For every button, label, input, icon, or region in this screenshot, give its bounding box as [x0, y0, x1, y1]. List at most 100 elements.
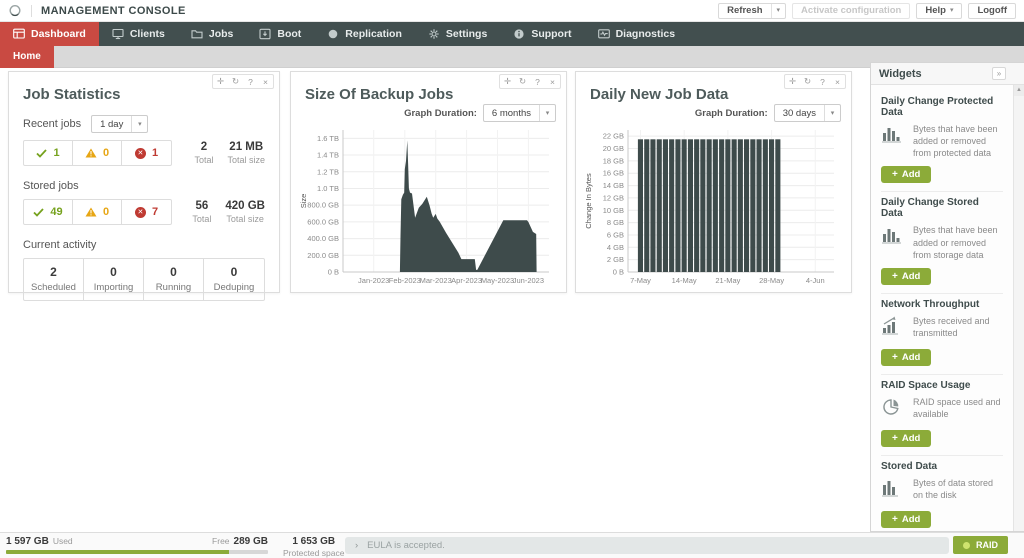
help-icon[interactable]: ? [535, 76, 540, 87]
recent-jobs-error-cell[interactable]: ✕ 1 [122, 141, 171, 165]
chevron-down-icon: ▾ [131, 116, 147, 132]
add-widget-button[interactable]: + Add [881, 348, 932, 366]
move-icon[interactable]: ✛ [503, 76, 512, 86]
bar-chart-icon [881, 224, 905, 260]
plus-icon: + [892, 351, 898, 363]
svg-text:400.0 GB: 400.0 GB [307, 234, 339, 243]
add-widget-button[interactable]: + Add [881, 510, 932, 528]
scroll-up-icon[interactable]: ▲ [1014, 85, 1024, 96]
warning-icon [85, 207, 97, 217]
check-icon [33, 207, 45, 217]
raid-button[interactable]: RAID [953, 536, 1008, 554]
bar-chart-icon [881, 477, 905, 504]
nav-item-clients[interactable]: Clients [99, 22, 178, 46]
graph-duration-label: Graph Duration: [404, 107, 477, 119]
recent-jobs-duration-select[interactable]: 1 day ▾ [91, 115, 149, 133]
svg-text:4-Jun: 4-Jun [806, 276, 825, 285]
widgets-title: Widgets [879, 67, 922, 80]
help-caret-icon: ▾ [949, 6, 954, 14]
svg-text:28-May: 28-May [759, 276, 784, 285]
nav-item-jobs[interactable]: Jobs [178, 22, 247, 46]
svg-text:7-May: 7-May [630, 276, 651, 285]
svg-text:21-May: 21-May [715, 276, 740, 285]
warning-icon [85, 148, 97, 158]
refresh-dropdown-caret-icon[interactable]: ▾ [770, 3, 786, 18]
help-button[interactable]: Help ▾ [916, 2, 963, 19]
svg-text:18 GB: 18 GB [603, 156, 624, 165]
help-icon[interactable]: ? [248, 76, 253, 87]
panel-controls: ✛ ↻ ? × [784, 74, 846, 89]
add-widget-button[interactable]: + Add [881, 267, 932, 285]
svg-text:800.0 GB: 800.0 GB [307, 201, 339, 210]
help-icon[interactable]: ? [820, 76, 825, 87]
nav-item-settings[interactable]: Settings [415, 22, 500, 46]
sidebar-scrollbar[interactable]: ▲ [1013, 85, 1024, 531]
svg-text:0 B: 0 B [613, 268, 624, 277]
panel-controls: ✛ ↻ ? × [212, 74, 274, 89]
recent-jobs-warning-cell[interactable]: 0 [73, 141, 122, 165]
svg-text:1.6 TB: 1.6 TB [317, 134, 339, 143]
collapse-sidebar-icon[interactable]: » [992, 67, 1006, 80]
main-nav: Dashboard Clients Jobs Boot Replication … [0, 22, 1024, 46]
stored-jobs-error-cell[interactable]: ✕ 7 [122, 200, 171, 224]
widget-stored-data: Stored Data Bytes of data stored on the … [881, 456, 1003, 531]
refresh-icon[interactable]: ↻ [518, 76, 527, 86]
disk-usage: 1 597 GB Used Free 289 GB [6, 536, 268, 554]
refresh-icon[interactable]: ↻ [231, 76, 240, 86]
activate-configuration-button[interactable]: Activate configuration [792, 2, 911, 19]
panel-size-of-backup-jobs: ✛ ↻ ? × Size Of Backup Jobs Graph Durati… [290, 71, 567, 293]
svg-text:16 GB: 16 GB [603, 169, 624, 178]
svg-text:20 GB: 20 GB [603, 144, 624, 153]
svg-text:May-2023: May-2023 [481, 276, 514, 285]
pie-chart-icon [881, 396, 905, 423]
plus-icon: + [892, 169, 898, 181]
nav-item-dashboard[interactable]: Dashboard [0, 22, 99, 46]
svg-text:200.0 GB: 200.0 GB [307, 251, 339, 260]
add-widget-button[interactable]: + Add [881, 429, 932, 447]
svg-text:Feb-2023: Feb-2023 [389, 276, 421, 285]
disk-usage-bar [6, 550, 268, 554]
panel-daily-new-job-data: ✛ ↻ ? × Daily New Job Data Graph Duratio… [575, 71, 852, 293]
stored-jobs-status-box: 49 0 ✕ 7 [23, 199, 172, 225]
jobs-icon [191, 28, 203, 40]
chevron-down-icon: ▾ [539, 105, 555, 121]
svg-text:Jun-2023: Jun-2023 [513, 276, 544, 285]
nav-item-diagnostics[interactable]: Diagnostics [585, 22, 689, 46]
move-icon[interactable]: ✛ [788, 76, 797, 86]
tab-home[interactable]: Home [0, 46, 54, 68]
eula-status-bar[interactable]: › EULA is accepted. [345, 537, 949, 554]
plus-icon: + [892, 513, 898, 525]
daily-graph-duration-select[interactable]: 30 days ▾ [773, 104, 841, 122]
logoff-button[interactable]: Logoff [968, 2, 1016, 19]
move-icon[interactable]: ✛ [216, 76, 225, 86]
close-icon[interactable]: × [263, 76, 268, 87]
nav-item-boot[interactable]: Boot [246, 22, 314, 46]
widget-network-throughput: Network Throughput Bytes received and tr… [881, 294, 1003, 375]
support-icon [513, 28, 525, 40]
stored-jobs-ok-cell[interactable]: 49 [24, 200, 73, 224]
widgets-header: Widgets » [871, 63, 1024, 85]
close-icon[interactable]: × [550, 76, 555, 87]
dashboard-icon [13, 28, 25, 40]
add-widget-button[interactable]: + Add [881, 166, 932, 184]
nav-item-replication[interactable]: Replication [314, 22, 415, 46]
recent-total: 2 Total [194, 141, 214, 165]
refresh-button[interactable]: Refresh ▾ [718, 2, 787, 19]
svg-text:2 GB: 2 GB [607, 255, 624, 264]
current-activity-box: 2 Scheduled 0 Importing 0 Running 0 Dedu… [23, 258, 265, 301]
recent-jobs-ok-cell[interactable]: 1 [24, 141, 73, 165]
svg-text:1.0 TB: 1.0 TB [317, 184, 339, 193]
chevron-down-icon: ▾ [824, 105, 840, 121]
size-graph-duration-select[interactable]: 6 months ▾ [482, 104, 556, 122]
svg-text:10 GB: 10 GB [603, 206, 624, 215]
close-icon[interactable]: × [835, 76, 840, 87]
error-icon: ✕ [134, 206, 146, 218]
nav-item-support[interactable]: Support [500, 22, 584, 46]
svg-text:0 B: 0 B [328, 268, 339, 277]
bar-chart-icon [881, 123, 905, 159]
status-bar: 1 597 GB Used Free 289 GB 1 653 GB Protect… [0, 532, 1024, 558]
refresh-icon[interactable]: ↻ [803, 76, 812, 86]
svg-text:14 GB: 14 GB [603, 181, 624, 190]
svg-text:6 GB: 6 GB [607, 230, 624, 239]
stored-jobs-warning-cell[interactable]: 0 [73, 200, 122, 224]
